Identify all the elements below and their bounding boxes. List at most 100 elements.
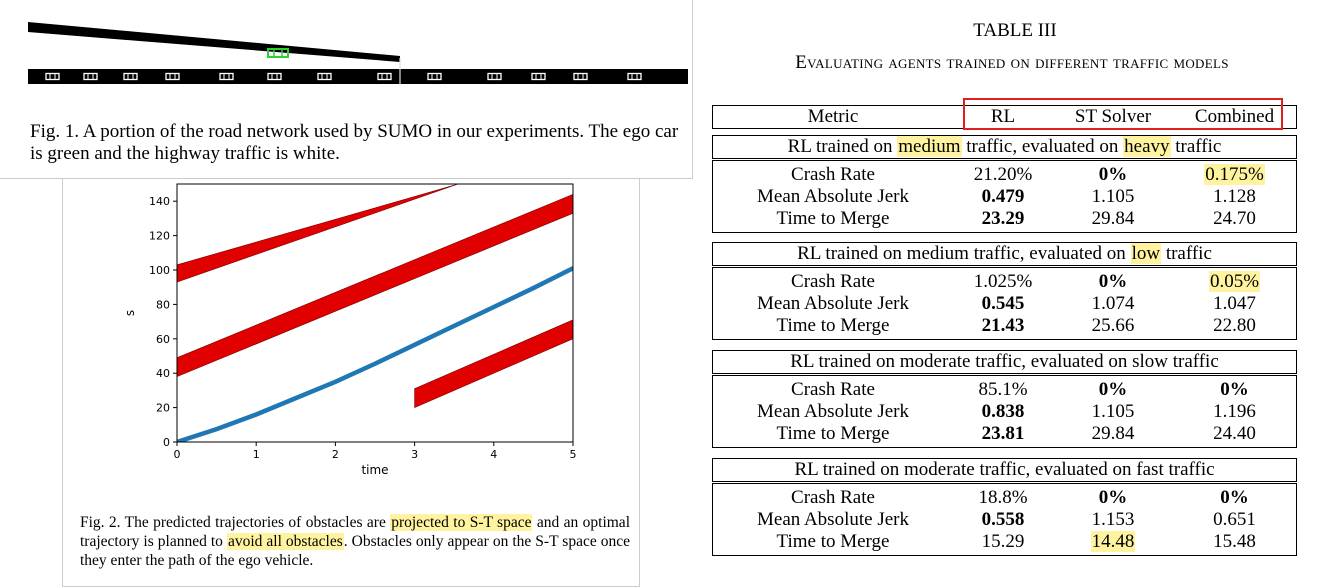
cell-value: 15.48 (1213, 531, 1256, 552)
header-metric: Metric (807, 106, 859, 127)
cell-value: 0.05% (1208, 271, 1261, 292)
cell-metric: Time to Merge (713, 423, 953, 445)
cell-value: 29.84 (1091, 208, 1135, 229)
table-subtitle: Evaluating agents trained on different t… (795, 52, 1229, 73)
cell-value: 0.545 (981, 293, 1025, 314)
group-title-text: RL trained on (787, 136, 898, 157)
traffic-car (165, 72, 180, 81)
cell-metric: Crash Rate (713, 164, 953, 186)
cell-value: 25.66 (1091, 315, 1135, 336)
cell-metric: Time to Merge (713, 315, 953, 337)
cell-st: 29.84 (1053, 208, 1173, 230)
cell-metric: Time to Merge (713, 531, 953, 553)
cell-st: 1.153 (1053, 509, 1173, 531)
cell-value: 1.196 (1213, 401, 1256, 422)
plot-frame (176, 183, 574, 443)
header-highlight-box (963, 98, 1283, 130)
cell-st: 1.105 (1053, 401, 1173, 423)
traffic-car (427, 72, 442, 81)
traffic-car (267, 72, 282, 81)
cell-value: 23.81 (981, 423, 1025, 444)
cell-st: 1.074 (1053, 293, 1173, 315)
group-title-box: RL trained on moderate traffic, evaluate… (712, 458, 1297, 482)
header-st-solver: ST Solver (1074, 106, 1152, 127)
table-row: Mean Absolute Jerk 0.545 1.074 1.047 (713, 293, 1296, 315)
cell-st: 25.66 (1053, 315, 1173, 337)
cell-st: 1.105 (1053, 186, 1173, 208)
cell-combined: 15.48 (1173, 531, 1296, 553)
group-title-text: traffic (1161, 243, 1212, 264)
cell-rl: 21.20% (953, 164, 1053, 186)
y-tick-label: 140 (149, 195, 170, 208)
x-tick-label: 2 (332, 448, 339, 461)
obstacle-band-1 (177, 184, 459, 283)
cell-value: Crash Rate (791, 271, 875, 292)
cell-st: 29.84 (1053, 423, 1173, 445)
cell-value: 15.29 (981, 531, 1025, 552)
table-row: Time to Merge 15.29 14.48 15.48 (713, 531, 1296, 553)
cell-value: 0.558 (981, 509, 1025, 530)
group-title-text: RL trained on medium traffic, evaluated … (797, 243, 1131, 264)
cell-combined: 0.175% (1173, 164, 1296, 186)
traffic-car (377, 72, 392, 81)
group-title-box: RL trained on medium traffic, evaluated … (712, 135, 1297, 159)
caption-text: Fig. 2. The predicted trajectories of ob… (80, 514, 391, 531)
cell-rl: 0.545 (953, 293, 1053, 315)
cell-rl: 15.29 (953, 531, 1053, 553)
group-title-text: traffic, evaluated on (961, 136, 1124, 157)
cell-value: 21.20% (973, 164, 1033, 185)
caption-text: . Obstacles only appear on the S-T space… (80, 533, 630, 569)
cell-rl: 1.025% (953, 271, 1053, 293)
cell-value: 0% (1098, 379, 1128, 400)
group-title: RL trained on medium traffic, evaluated … (713, 243, 1296, 265)
table-title: TABLE III (973, 20, 1057, 41)
group-title-text: RL trained on moderate traffic, evaluate… (790, 351, 1219, 372)
group-title-box: RL trained on medium traffic, evaluated … (712, 242, 1297, 266)
group-title: RL trained on moderate traffic, evaluate… (713, 351, 1296, 373)
cell-rl: 85.1% (953, 379, 1053, 401)
y-tick-label: 60 (156, 333, 170, 346)
figure-1-caption: Fig. 1. A portion of the road network us… (30, 121, 679, 164)
cell-combined: 0.651 (1173, 509, 1296, 531)
cell-combined: 0% (1173, 487, 1296, 509)
cell-value: 1.025% (973, 271, 1033, 292)
cell-value: Time to Merge (776, 208, 890, 229)
caption-highlight: avoid all obstacles (226, 533, 344, 550)
traffic-car (317, 72, 332, 81)
group-title-highlight: heavy (1123, 136, 1171, 157)
figure-2-caption: Fig. 2. The predicted trajectories of ob… (80, 513, 630, 570)
cell-metric: Mean Absolute Jerk (713, 509, 953, 531)
cell-value: Time to Merge (776, 531, 890, 552)
cell-value: 1.074 (1091, 293, 1135, 314)
cell-value: 0.479 (981, 186, 1025, 207)
group-rows: Crash Rate 18.8% 0% 0% Mean Absolute Jerk 0.5… (712, 483, 1297, 556)
cell-value: Mean Absolute Jerk (757, 293, 909, 314)
table-row: Crash Rate 21.20% 0% 0.175% (713, 164, 1296, 186)
cell-value: 23.29 (981, 208, 1025, 229)
cell-st: 0% (1053, 164, 1173, 186)
cell-st: 0% (1053, 271, 1173, 293)
group-title-box: RL trained on moderate traffic, evaluate… (712, 350, 1297, 374)
cell-value: 1.047 (1213, 293, 1256, 314)
table-row: Mean Absolute Jerk 0.558 1.153 0.651 (713, 509, 1296, 531)
cell-value: 0% (1098, 164, 1128, 185)
cell-value: 24.70 (1213, 208, 1256, 229)
cell-value: 1.153 (1091, 509, 1135, 530)
y-tick-label: 100 (149, 264, 170, 277)
figure-2-panel (62, 178, 640, 587)
group-title-text: traffic (1170, 136, 1222, 157)
cell-value: 1.105 (1091, 401, 1135, 422)
cell-value: 0% (1098, 271, 1128, 292)
group-title: RL trained on moderate traffic, evaluate… (713, 459, 1296, 481)
cell-metric: Crash Rate (713, 379, 953, 401)
cell-combined: 22.80 (1173, 315, 1296, 337)
cell-value: 0.651 (1213, 509, 1256, 530)
cell-metric: Crash Rate (713, 271, 953, 293)
on-ramp-road (28, 22, 400, 62)
figure-1-panel (0, 0, 693, 179)
cell-st: 0% (1053, 379, 1173, 401)
y-tick-label: 80 (156, 298, 170, 311)
group-rows: Crash Rate 21.20% 0% 0.175% Mean Absolute Je… (712, 160, 1297, 233)
table-row: Time to Merge 21.43 25.66 22.80 (713, 315, 1296, 337)
cell-value: 0% (1098, 487, 1128, 508)
